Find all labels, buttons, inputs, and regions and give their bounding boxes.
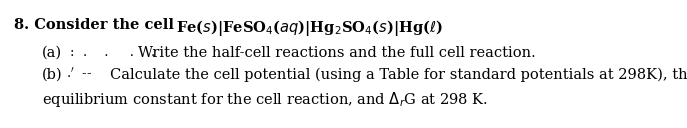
- Text: .$\mathsf{{}^\prime}$  --: .$\mathsf{{}^\prime}$ --: [66, 66, 92, 81]
- Text: (b): (b): [42, 68, 63, 82]
- Text: :  .    .     .    .: : . . . .: [70, 46, 155, 59]
- Text: Fe($s$)|FeSO$_4$($aq$)|Hg$_2$SO$_4$($s$)|Hg($\ell$): Fe($s$)|FeSO$_4$($aq$)|Hg$_2$SO$_4$($s$)…: [176, 18, 443, 38]
- Text: Calculate the cell potential (using a Table for standard potentials at 298K), th: Calculate the cell potential (using a Ta…: [110, 68, 687, 82]
- Text: (a): (a): [42, 46, 62, 60]
- Text: equilibrium constant for the cell reaction, and $\Delta_r$G at 298 K.: equilibrium constant for the cell reacti…: [42, 90, 488, 109]
- Text: 8. Consider the cell: 8. Consider the cell: [14, 18, 179, 32]
- Text: Write the half-cell reactions and the full cell reaction.: Write the half-cell reactions and the fu…: [138, 46, 536, 60]
